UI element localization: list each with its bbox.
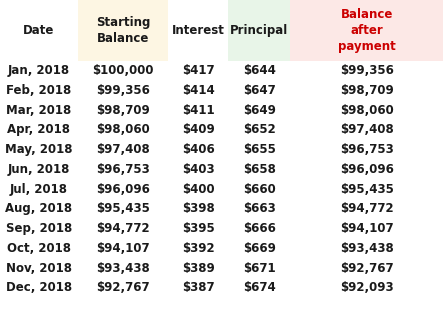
Text: $663: $663 xyxy=(243,202,276,215)
Text: $96,753: $96,753 xyxy=(96,163,150,176)
Text: Jul, 2018: Jul, 2018 xyxy=(10,183,68,196)
Text: Oct, 2018: Oct, 2018 xyxy=(7,242,71,255)
Text: $395: $395 xyxy=(182,222,214,235)
Text: $647: $647 xyxy=(243,84,276,97)
Text: Feb, 2018: Feb, 2018 xyxy=(6,84,71,97)
Bar xyxy=(78,0,168,61)
Text: $674: $674 xyxy=(243,281,276,294)
Text: $94,107: $94,107 xyxy=(340,222,393,235)
Text: $392: $392 xyxy=(182,242,214,255)
Text: Balance
after
payment: Balance after payment xyxy=(338,8,396,53)
Bar xyxy=(290,0,443,61)
Text: $666: $666 xyxy=(243,222,276,235)
Text: $99,356: $99,356 xyxy=(340,64,393,77)
Text: $94,107: $94,107 xyxy=(96,242,150,255)
Text: $658: $658 xyxy=(243,163,276,176)
Text: Jun, 2018: Jun, 2018 xyxy=(8,163,70,176)
Text: Starting
Balance: Starting Balance xyxy=(96,16,150,45)
Text: $99,356: $99,356 xyxy=(96,84,150,97)
Text: $660: $660 xyxy=(243,183,276,196)
Text: $92,093: $92,093 xyxy=(340,281,393,294)
Text: Sep, 2018: Sep, 2018 xyxy=(6,222,72,235)
Text: $97,408: $97,408 xyxy=(340,123,393,136)
Text: $97,408: $97,408 xyxy=(96,143,150,156)
Text: $389: $389 xyxy=(182,262,214,275)
Text: $417: $417 xyxy=(182,64,214,77)
Text: $655: $655 xyxy=(243,143,276,156)
Text: $403: $403 xyxy=(182,163,214,176)
Text: May, 2018: May, 2018 xyxy=(5,143,73,156)
Bar xyxy=(0,0,78,61)
Text: $398: $398 xyxy=(182,202,214,215)
Text: Jan, 2018: Jan, 2018 xyxy=(8,64,70,77)
Text: $98,709: $98,709 xyxy=(340,84,393,97)
Text: $95,435: $95,435 xyxy=(340,183,393,196)
Text: $400: $400 xyxy=(182,183,214,196)
Text: $652: $652 xyxy=(243,123,276,136)
Text: $98,060: $98,060 xyxy=(340,104,393,117)
Text: Interest: Interest xyxy=(172,24,225,37)
Text: Apr, 2018: Apr, 2018 xyxy=(7,123,70,136)
Text: Date: Date xyxy=(23,24,54,37)
Text: $406: $406 xyxy=(182,143,214,156)
Text: $409: $409 xyxy=(182,123,214,136)
Text: $98,709: $98,709 xyxy=(96,104,150,117)
Text: $96,096: $96,096 xyxy=(340,163,393,176)
Text: $92,767: $92,767 xyxy=(96,281,150,294)
Text: $669: $669 xyxy=(243,242,276,255)
Text: Aug, 2018: Aug, 2018 xyxy=(5,202,72,215)
Text: $92,767: $92,767 xyxy=(340,262,393,275)
Text: $671: $671 xyxy=(243,262,276,275)
Text: $94,772: $94,772 xyxy=(340,202,393,215)
Text: Nov, 2018: Nov, 2018 xyxy=(6,262,72,275)
Text: Mar, 2018: Mar, 2018 xyxy=(6,104,71,117)
Text: $96,753: $96,753 xyxy=(340,143,393,156)
Text: $95,435: $95,435 xyxy=(96,202,150,215)
Text: Dec, 2018: Dec, 2018 xyxy=(6,281,72,294)
Text: $100,000: $100,000 xyxy=(92,64,154,77)
Text: $411: $411 xyxy=(182,104,214,117)
Text: Principal: Principal xyxy=(230,24,288,37)
Bar xyxy=(228,0,290,61)
Bar xyxy=(168,0,228,61)
Text: $98,060: $98,060 xyxy=(96,123,150,136)
Text: $93,438: $93,438 xyxy=(340,242,393,255)
Text: $644: $644 xyxy=(243,64,276,77)
Text: $414: $414 xyxy=(182,84,214,97)
Text: $94,772: $94,772 xyxy=(96,222,150,235)
Text: $93,438: $93,438 xyxy=(96,262,150,275)
Text: $96,096: $96,096 xyxy=(96,183,150,196)
Text: $387: $387 xyxy=(182,281,214,294)
Text: $649: $649 xyxy=(243,104,276,117)
